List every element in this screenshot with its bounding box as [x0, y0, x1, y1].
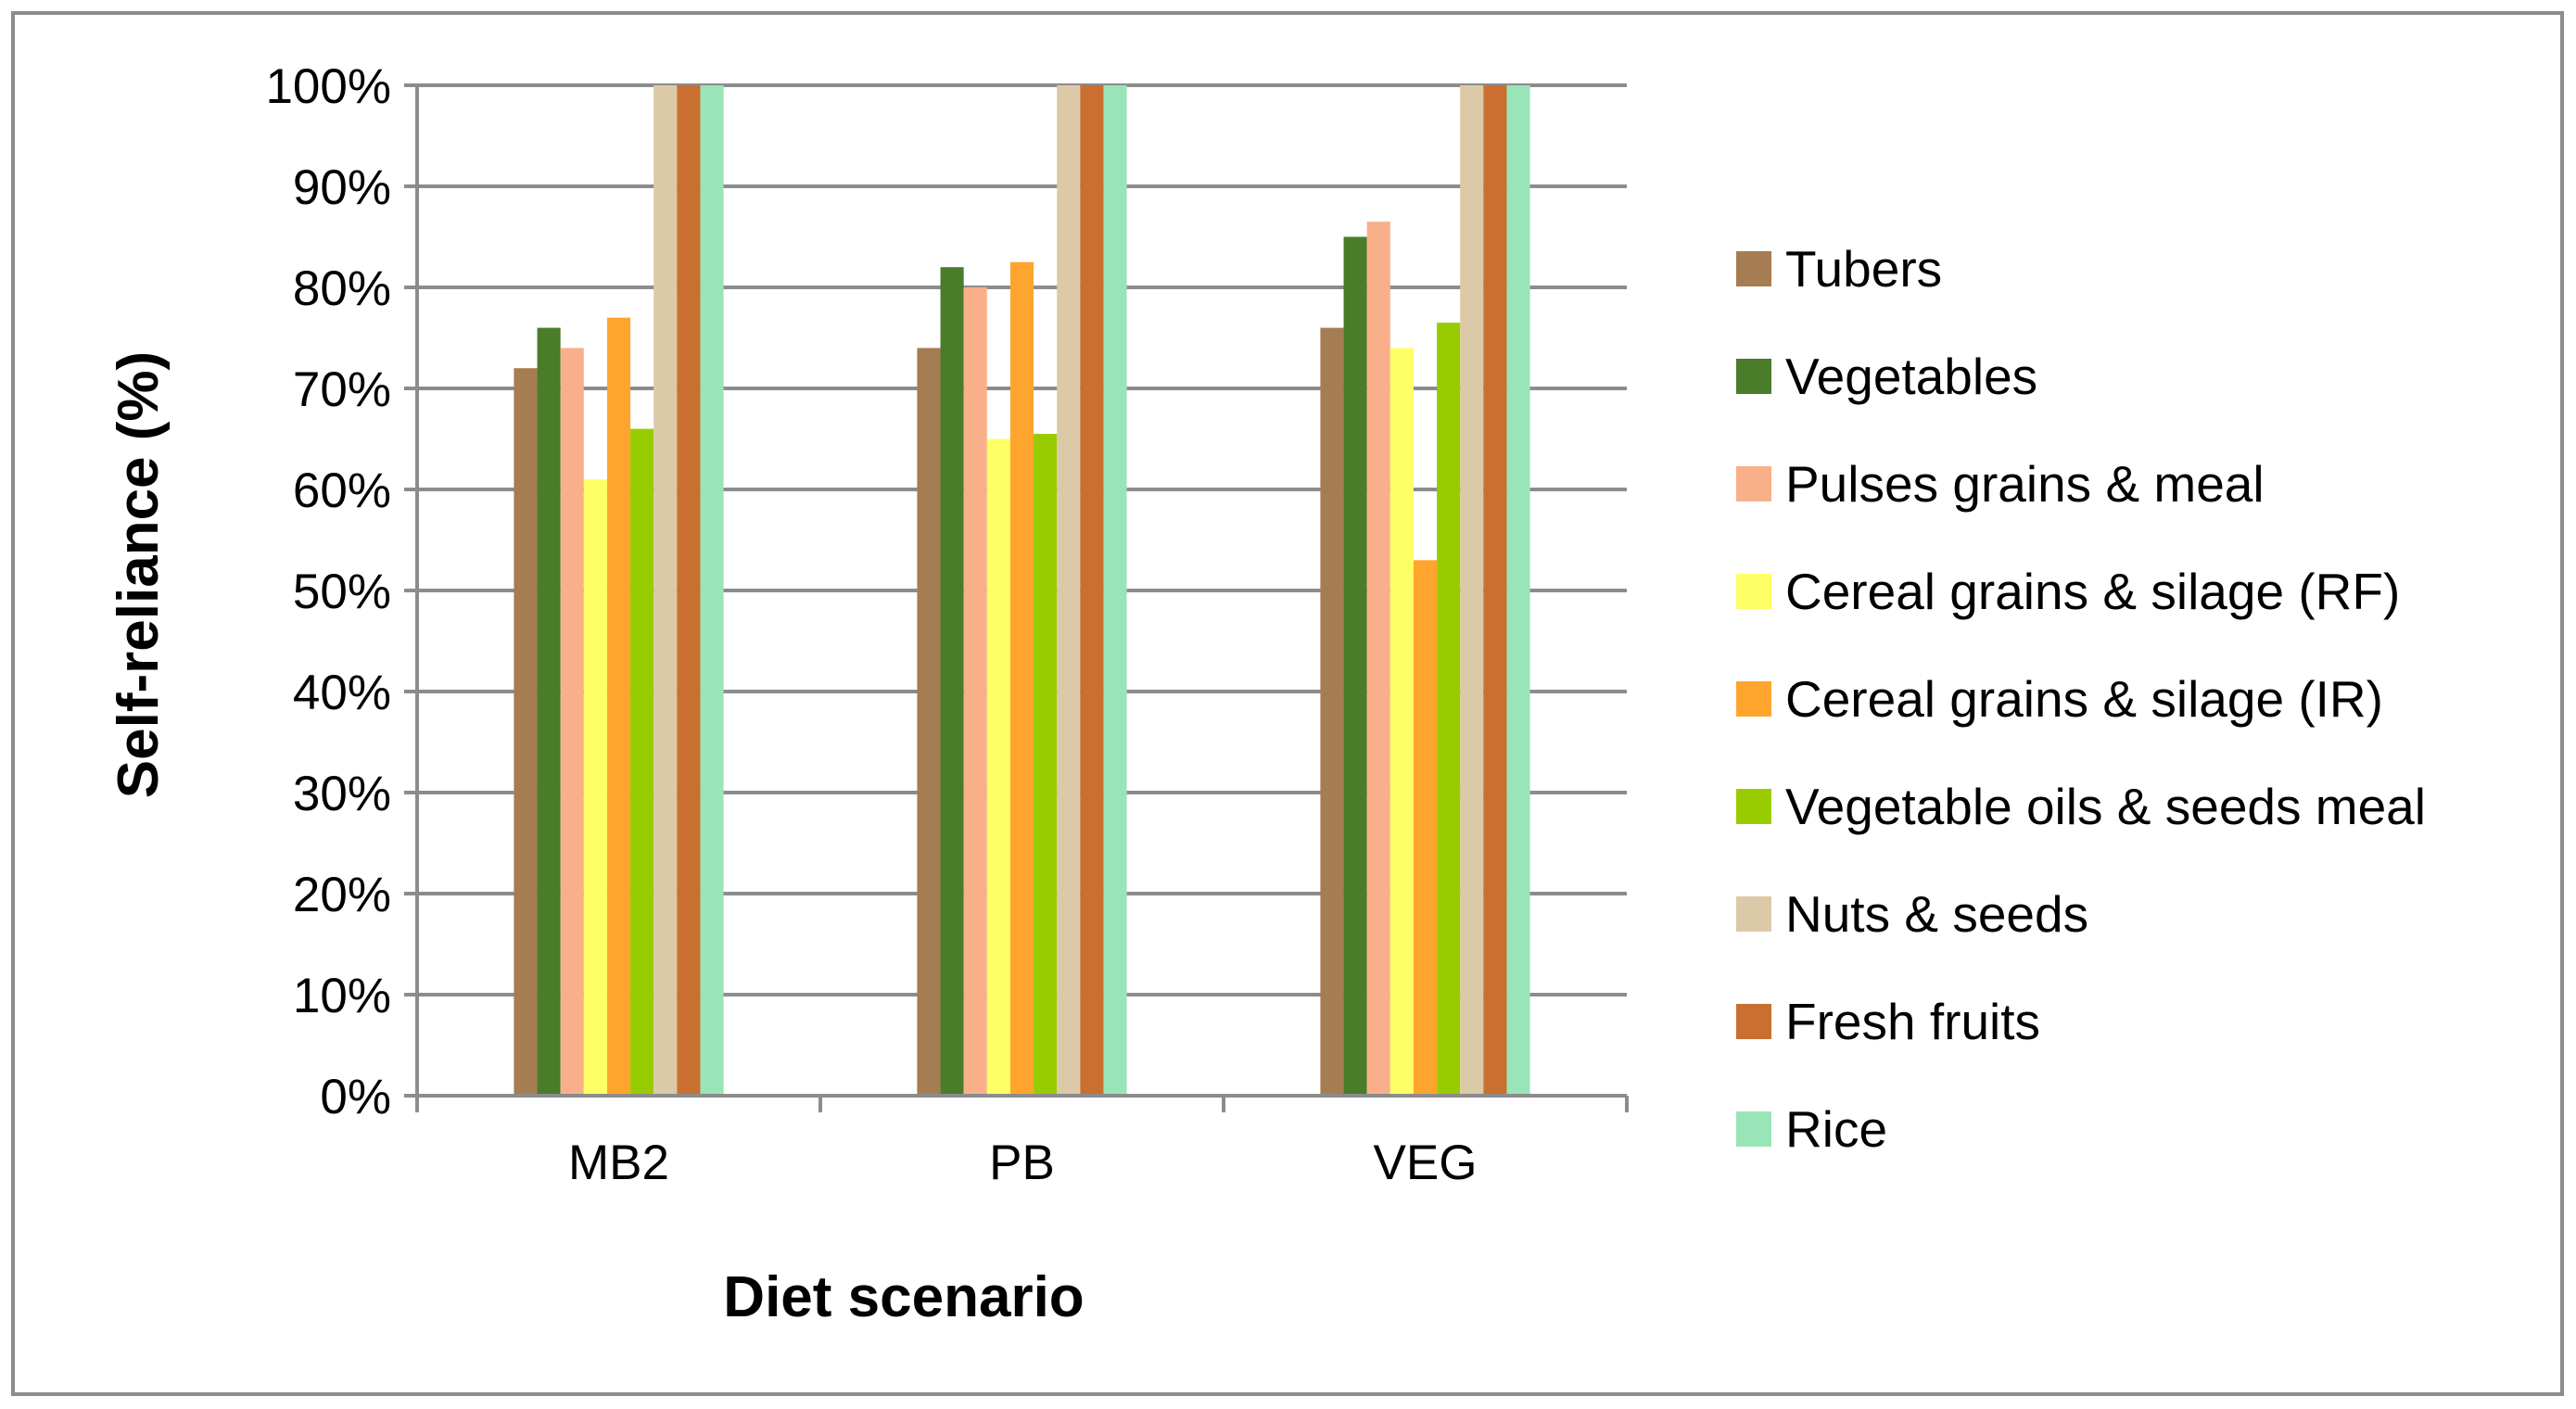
legend-swatch [1736, 896, 1771, 932]
bar [1390, 348, 1414, 1096]
legend-swatch [1736, 466, 1771, 501]
bar [537, 327, 561, 1097]
legend-label: Vegetables [1785, 348, 2037, 405]
y-tick-label: 60% [293, 463, 391, 518]
bar [1506, 85, 1530, 1096]
legend-label: Cereal grains & silage (IR) [1785, 670, 2383, 728]
x-tick-label: VEG [1374, 1136, 1478, 1190]
bar [654, 85, 678, 1096]
y-tick-label: 70% [293, 362, 391, 417]
bar [606, 317, 631, 1096]
x-tick-label: PB [989, 1136, 1055, 1190]
bar [1057, 85, 1081, 1096]
axes: 0% 10% 20% 30% 40% 50% 60% 70% 80% 90% 100% MB2 PB VE… [265, 59, 1629, 1190]
bars [514, 85, 1530, 1097]
bar [940, 267, 964, 1096]
bar [560, 348, 584, 1096]
legend-label: Rice [1785, 1100, 1887, 1158]
legend-swatch [1736, 359, 1771, 394]
y-tick-label: 50% [293, 565, 391, 619]
legend-label: Cereal grains & silage (RF) [1785, 563, 2400, 620]
bar [1009, 261, 1034, 1096]
legend-label: Tubers [1785, 240, 1942, 298]
bar [1413, 560, 1438, 1096]
bar [1366, 222, 1390, 1096]
legend-label: Fresh fruits [1785, 993, 2040, 1050]
bar [1320, 327, 1344, 1097]
y-tick-label: 10% [293, 969, 391, 1023]
legend-label: Pulses grains & meal [1785, 455, 2265, 513]
bar [514, 368, 538, 1096]
bar [917, 348, 941, 1096]
bar [1483, 85, 1507, 1096]
bar [1460, 85, 1484, 1096]
bar [986, 438, 1010, 1096]
y-tick-label: 30% [293, 767, 391, 821]
x-tick-label: MB2 [568, 1136, 669, 1190]
bar [1437, 323, 1461, 1096]
y-tick-label: 0% [320, 1070, 391, 1124]
y-tick-label: 40% [293, 666, 391, 720]
bar [1103, 85, 1127, 1096]
bar [630, 428, 654, 1097]
y-tick-label: 80% [293, 261, 391, 316]
bar [700, 85, 724, 1096]
y-tick-label: 20% [293, 868, 391, 922]
legend: Tubers Vegetables Pulses grains & meal Cere… [1736, 240, 2426, 1158]
bar [677, 85, 701, 1096]
y-tick-label: 90% [293, 160, 391, 215]
y-tick-label: 100% [265, 59, 391, 114]
legend-swatch [1736, 789, 1771, 824]
legend-swatch [1736, 251, 1771, 286]
legend-label: Nuts & seeds [1785, 885, 2088, 943]
legend-swatch [1736, 1004, 1771, 1039]
bar [1343, 236, 1367, 1096]
bar [963, 287, 987, 1096]
bar [1080, 85, 1104, 1096]
chart-frame [11, 11, 2564, 1396]
legend-swatch [1736, 574, 1771, 609]
y-axis-title: Self-reliance (%) [107, 351, 171, 798]
bar [1034, 434, 1058, 1096]
bar [583, 479, 607, 1096]
legend-swatch [1736, 681, 1771, 717]
legend-label: Vegetable oils & seeds meal [1785, 778, 2426, 835]
x-axis-title: Diet scenario [723, 1265, 1084, 1329]
legend-swatch [1736, 1111, 1771, 1147]
